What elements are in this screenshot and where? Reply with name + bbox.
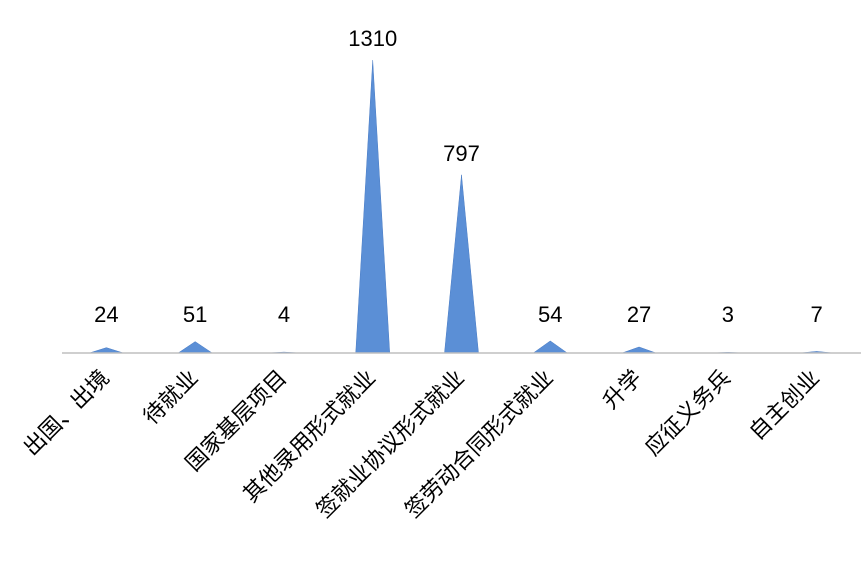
data-label-2: 4 [278, 302, 290, 327]
peak-3 [355, 60, 390, 354]
peak-0 [89, 347, 124, 354]
category-labels-layer: 出国、出境 待就业国家基层项目其他录用形式就业签就业协议形式就业签劳动合同形式就业… [19, 366, 825, 524]
category-label-6: 升学 [598, 366, 647, 415]
data-label-5: 54 [538, 302, 562, 327]
value-labels-layer: 24 51 4 1310 797 54 27 3 7 [94, 26, 823, 327]
category-label-4: 签就业协议形式就业 [312, 366, 470, 524]
data-label-1: 51 [183, 302, 207, 327]
category-label-0: 出国、出境 [19, 366, 114, 461]
data-label-0: 24 [94, 302, 118, 327]
peak-6 [621, 346, 657, 354]
data-label-6: 27 [627, 302, 651, 327]
category-label-8: 自主创业 [745, 366, 825, 446]
peak-5 [532, 340, 569, 354]
category-label-7: 应征义务兵 [641, 366, 736, 461]
peaks-layer [89, 60, 834, 354]
data-label-7: 3 [722, 302, 734, 327]
category-label-1: 待就业 [139, 366, 203, 430]
category-label-5: 签劳动合同形式就业 [401, 366, 559, 524]
data-label-4: 797 [443, 141, 480, 166]
data-label-3: 1310 [348, 26, 397, 51]
peak-1 [177, 341, 213, 354]
peak-4 [444, 174, 479, 354]
data-label-8: 7 [810, 302, 822, 327]
